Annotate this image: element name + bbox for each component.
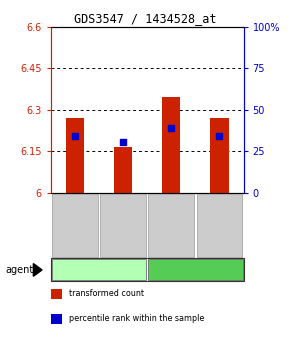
Bar <box>162 97 180 193</box>
Point <box>72 133 77 139</box>
Bar <box>66 118 84 193</box>
Text: transformed count: transformed count <box>69 289 144 298</box>
Bar <box>210 118 229 193</box>
Text: GDS3547 / 1434528_at: GDS3547 / 1434528_at <box>74 12 216 25</box>
Text: percentile rank within the sample: percentile rank within the sample <box>69 314 204 323</box>
Text: GSM341574: GSM341574 <box>215 199 224 252</box>
Text: control: control <box>81 265 117 275</box>
Text: U28: U28 <box>185 265 206 275</box>
Bar <box>114 147 132 193</box>
Point <box>121 139 125 144</box>
Point <box>169 125 174 131</box>
Text: GSM341573: GSM341573 <box>167 199 176 252</box>
Text: GSM341571: GSM341571 <box>70 199 79 252</box>
Text: agent: agent <box>6 265 34 275</box>
Text: GSM341572: GSM341572 <box>119 199 128 252</box>
Point <box>217 133 222 139</box>
